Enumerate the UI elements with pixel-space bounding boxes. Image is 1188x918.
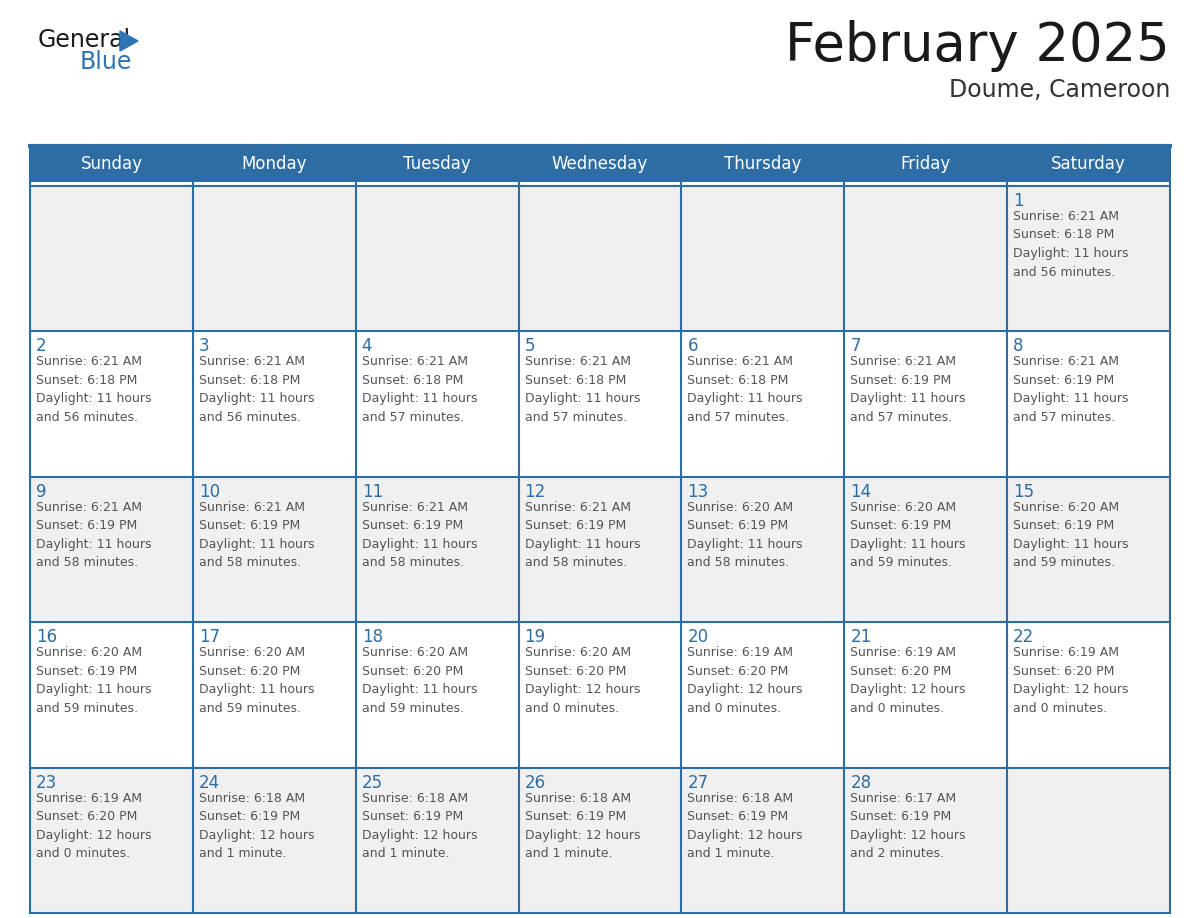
Text: Sunrise: 6:18 AM
Sunset: 6:19 PM
Daylight: 12 hours
and 1 minute.: Sunrise: 6:18 AM Sunset: 6:19 PM Dayligh… (361, 791, 478, 860)
Text: Thursday: Thursday (725, 155, 802, 173)
Text: Sunrise: 6:19 AM
Sunset: 6:20 PM
Daylight: 12 hours
and 0 minutes.: Sunrise: 6:19 AM Sunset: 6:20 PM Dayligh… (36, 791, 152, 860)
Text: 8: 8 (1013, 338, 1024, 355)
Text: 25: 25 (361, 774, 383, 791)
Text: Sunday: Sunday (81, 155, 143, 173)
Text: Tuesday: Tuesday (403, 155, 470, 173)
Text: Sunrise: 6:21 AM
Sunset: 6:19 PM
Daylight: 11 hours
and 58 minutes.: Sunrise: 6:21 AM Sunset: 6:19 PM Dayligh… (525, 501, 640, 569)
Text: Sunrise: 6:21 AM
Sunset: 6:18 PM
Daylight: 11 hours
and 56 minutes.: Sunrise: 6:21 AM Sunset: 6:18 PM Dayligh… (36, 355, 152, 424)
Text: 23: 23 (36, 774, 57, 791)
Text: 20: 20 (688, 628, 708, 646)
Text: 7: 7 (851, 338, 861, 355)
Text: Sunrise: 6:19 AM
Sunset: 6:20 PM
Daylight: 12 hours
and 0 minutes.: Sunrise: 6:19 AM Sunset: 6:20 PM Dayligh… (1013, 646, 1129, 715)
Text: Doume, Cameroon: Doume, Cameroon (949, 78, 1170, 102)
Bar (30, 767, 1170, 913)
Text: 18: 18 (361, 628, 383, 646)
Text: Wednesday: Wednesday (552, 155, 649, 173)
Text: Sunrise: 6:21 AM
Sunset: 6:19 PM
Daylight: 11 hours
and 57 minutes.: Sunrise: 6:21 AM Sunset: 6:19 PM Dayligh… (1013, 355, 1129, 424)
Text: 26: 26 (525, 774, 545, 791)
Text: Sunrise: 6:21 AM
Sunset: 6:19 PM
Daylight: 11 hours
and 57 minutes.: Sunrise: 6:21 AM Sunset: 6:19 PM Dayligh… (851, 355, 966, 424)
Text: 11: 11 (361, 483, 383, 501)
Text: Sunrise: 6:20 AM
Sunset: 6:20 PM
Daylight: 11 hours
and 59 minutes.: Sunrise: 6:20 AM Sunset: 6:20 PM Dayligh… (198, 646, 315, 715)
Text: Friday: Friday (901, 155, 950, 173)
Text: Sunrise: 6:21 AM
Sunset: 6:18 PM
Daylight: 11 hours
and 57 minutes.: Sunrise: 6:21 AM Sunset: 6:18 PM Dayligh… (688, 355, 803, 424)
Text: 6: 6 (688, 338, 697, 355)
Text: Sunrise: 6:21 AM
Sunset: 6:19 PM
Daylight: 11 hours
and 58 minutes.: Sunrise: 6:21 AM Sunset: 6:19 PM Dayligh… (361, 501, 478, 569)
Polygon shape (120, 31, 138, 51)
Text: Sunrise: 6:20 AM
Sunset: 6:19 PM
Daylight: 11 hours
and 59 minutes.: Sunrise: 6:20 AM Sunset: 6:19 PM Dayligh… (36, 646, 152, 715)
Text: 15: 15 (1013, 483, 1035, 501)
Text: 16: 16 (36, 628, 57, 646)
Text: 5: 5 (525, 338, 535, 355)
Text: 14: 14 (851, 483, 872, 501)
Text: Sunrise: 6:19 AM
Sunset: 6:20 PM
Daylight: 12 hours
and 0 minutes.: Sunrise: 6:19 AM Sunset: 6:20 PM Dayligh… (851, 646, 966, 715)
Text: 24: 24 (198, 774, 220, 791)
Text: 2: 2 (36, 338, 46, 355)
Text: Sunrise: 6:21 AM
Sunset: 6:19 PM
Daylight: 11 hours
and 58 minutes.: Sunrise: 6:21 AM Sunset: 6:19 PM Dayligh… (198, 501, 315, 569)
Text: Sunrise: 6:18 AM
Sunset: 6:19 PM
Daylight: 12 hours
and 1 minute.: Sunrise: 6:18 AM Sunset: 6:19 PM Dayligh… (688, 791, 803, 860)
Text: Sunrise: 6:20 AM
Sunset: 6:20 PM
Daylight: 11 hours
and 59 minutes.: Sunrise: 6:20 AM Sunset: 6:20 PM Dayligh… (361, 646, 478, 715)
Text: Sunrise: 6:20 AM
Sunset: 6:20 PM
Daylight: 12 hours
and 0 minutes.: Sunrise: 6:20 AM Sunset: 6:20 PM Dayligh… (525, 646, 640, 715)
Text: 10: 10 (198, 483, 220, 501)
Text: 21: 21 (851, 628, 872, 646)
Bar (30, 146, 1170, 182)
Bar (30, 331, 1170, 476)
Text: Blue: Blue (80, 50, 132, 74)
Text: 4: 4 (361, 338, 372, 355)
Text: Sunrise: 6:19 AM
Sunset: 6:20 PM
Daylight: 12 hours
and 0 minutes.: Sunrise: 6:19 AM Sunset: 6:20 PM Dayligh… (688, 646, 803, 715)
Text: Sunrise: 6:20 AM
Sunset: 6:19 PM
Daylight: 11 hours
and 59 minutes.: Sunrise: 6:20 AM Sunset: 6:19 PM Dayligh… (1013, 501, 1129, 569)
Text: 12: 12 (525, 483, 545, 501)
Text: 28: 28 (851, 774, 872, 791)
Text: Sunrise: 6:21 AM
Sunset: 6:19 PM
Daylight: 11 hours
and 58 minutes.: Sunrise: 6:21 AM Sunset: 6:19 PM Dayligh… (36, 501, 152, 569)
Bar (30, 476, 1170, 622)
Bar (30, 622, 1170, 767)
Bar (30, 186, 1170, 331)
Text: 1: 1 (1013, 192, 1024, 210)
Text: 19: 19 (525, 628, 545, 646)
Text: Sunrise: 6:20 AM
Sunset: 6:19 PM
Daylight: 11 hours
and 58 minutes.: Sunrise: 6:20 AM Sunset: 6:19 PM Dayligh… (688, 501, 803, 569)
Text: Sunrise: 6:18 AM
Sunset: 6:19 PM
Daylight: 12 hours
and 1 minute.: Sunrise: 6:18 AM Sunset: 6:19 PM Dayligh… (525, 791, 640, 860)
Text: General: General (38, 28, 131, 52)
Text: 13: 13 (688, 483, 709, 501)
Text: Saturday: Saturday (1051, 155, 1126, 173)
Text: Sunrise: 6:21 AM
Sunset: 6:18 PM
Daylight: 11 hours
and 56 minutes.: Sunrise: 6:21 AM Sunset: 6:18 PM Dayligh… (198, 355, 315, 424)
Text: Sunrise: 6:21 AM
Sunset: 6:18 PM
Daylight: 11 hours
and 57 minutes.: Sunrise: 6:21 AM Sunset: 6:18 PM Dayligh… (525, 355, 640, 424)
Text: Sunrise: 6:20 AM
Sunset: 6:19 PM
Daylight: 11 hours
and 59 minutes.: Sunrise: 6:20 AM Sunset: 6:19 PM Dayligh… (851, 501, 966, 569)
Text: Sunrise: 6:21 AM
Sunset: 6:18 PM
Daylight: 11 hours
and 57 minutes.: Sunrise: 6:21 AM Sunset: 6:18 PM Dayligh… (361, 355, 478, 424)
Text: 22: 22 (1013, 628, 1035, 646)
Text: Sunrise: 6:21 AM
Sunset: 6:18 PM
Daylight: 11 hours
and 56 minutes.: Sunrise: 6:21 AM Sunset: 6:18 PM Dayligh… (1013, 210, 1129, 278)
Text: Sunrise: 6:17 AM
Sunset: 6:19 PM
Daylight: 12 hours
and 2 minutes.: Sunrise: 6:17 AM Sunset: 6:19 PM Dayligh… (851, 791, 966, 860)
Text: 17: 17 (198, 628, 220, 646)
Text: 9: 9 (36, 483, 46, 501)
Text: 3: 3 (198, 338, 209, 355)
Text: Monday: Monday (241, 155, 307, 173)
Text: February 2025: February 2025 (785, 20, 1170, 72)
Text: 27: 27 (688, 774, 708, 791)
Text: Sunrise: 6:18 AM
Sunset: 6:19 PM
Daylight: 12 hours
and 1 minute.: Sunrise: 6:18 AM Sunset: 6:19 PM Dayligh… (198, 791, 315, 860)
